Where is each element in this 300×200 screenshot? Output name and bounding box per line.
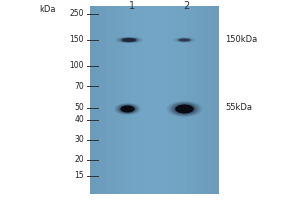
- Ellipse shape: [123, 107, 132, 111]
- Ellipse shape: [126, 108, 129, 110]
- Ellipse shape: [119, 106, 136, 112]
- Ellipse shape: [178, 39, 191, 41]
- Text: 30: 30: [74, 136, 84, 144]
- Text: 100: 100: [70, 62, 84, 71]
- Ellipse shape: [121, 38, 137, 42]
- Text: 1: 1: [129, 1, 135, 11]
- Ellipse shape: [180, 39, 189, 41]
- Ellipse shape: [122, 39, 136, 41]
- Ellipse shape: [174, 104, 195, 114]
- Text: 250: 250: [70, 9, 84, 19]
- Ellipse shape: [169, 102, 200, 116]
- Ellipse shape: [124, 39, 134, 41]
- Text: 2: 2: [183, 1, 189, 11]
- Ellipse shape: [126, 39, 132, 41]
- Ellipse shape: [118, 105, 137, 113]
- Ellipse shape: [121, 106, 134, 112]
- Text: 15: 15: [74, 171, 84, 180]
- Ellipse shape: [119, 38, 139, 42]
- Ellipse shape: [124, 108, 131, 110]
- Text: 55kDa: 55kDa: [225, 104, 252, 112]
- Ellipse shape: [172, 103, 197, 115]
- Ellipse shape: [122, 39, 136, 41]
- Text: kDa: kDa: [40, 5, 56, 15]
- Ellipse shape: [121, 106, 134, 112]
- Text: 70: 70: [74, 82, 84, 90]
- Ellipse shape: [182, 39, 187, 41]
- Ellipse shape: [182, 108, 187, 110]
- Ellipse shape: [180, 107, 189, 111]
- Text: 150kDa: 150kDa: [225, 36, 257, 45]
- Ellipse shape: [117, 38, 141, 42]
- Text: 50: 50: [74, 104, 84, 112]
- Ellipse shape: [176, 38, 193, 42]
- Text: 20: 20: [74, 156, 84, 164]
- Ellipse shape: [176, 105, 193, 113]
- Ellipse shape: [179, 39, 190, 41]
- Ellipse shape: [178, 106, 191, 112]
- Text: 150: 150: [70, 36, 84, 45]
- Ellipse shape: [176, 105, 193, 113]
- Ellipse shape: [179, 39, 190, 41]
- Ellipse shape: [116, 104, 139, 114]
- Text: 40: 40: [74, 116, 84, 124]
